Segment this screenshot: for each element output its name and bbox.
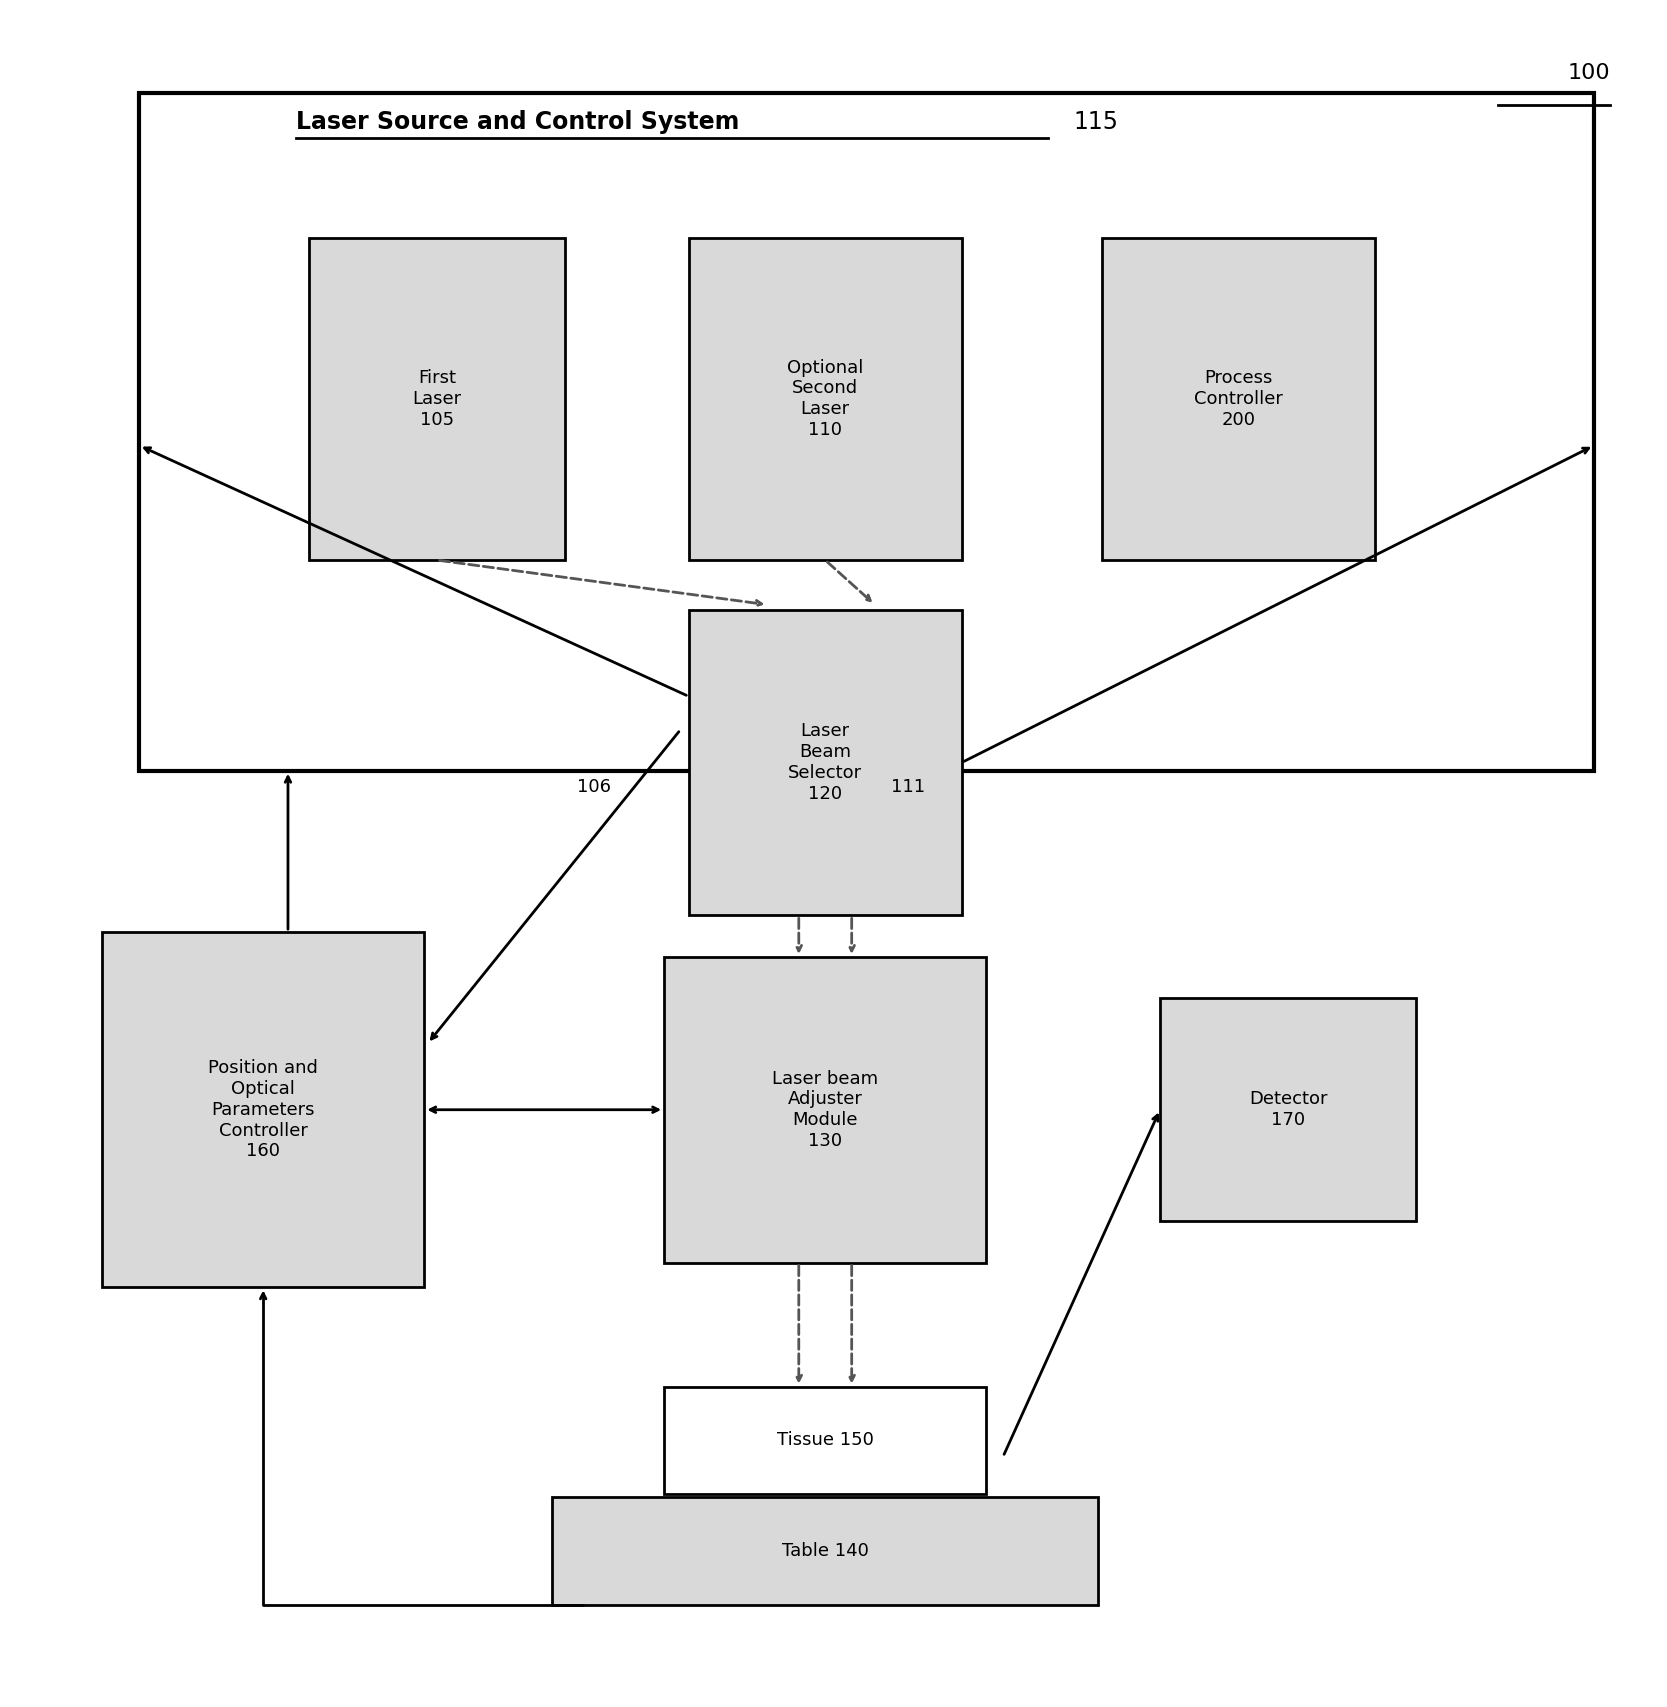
FancyBboxPatch shape [102,932,425,1287]
Text: Optional
Second
Laser
110: Optional Second Laser 110 [787,358,864,439]
FancyBboxPatch shape [138,94,1594,772]
FancyBboxPatch shape [1160,999,1417,1221]
Text: Table 140: Table 140 [782,1541,869,1560]
FancyBboxPatch shape [1102,237,1375,560]
Text: Laser beam
Adjuster
Module
130: Laser beam Adjuster Module 130 [772,1070,879,1151]
Text: Laser
Beam
Selector
120: Laser Beam Selector 120 [788,722,862,802]
Text: First
Laser
105: First Laser 105 [412,369,462,428]
Text: Laser Source and Control System: Laser Source and Control System [297,111,740,135]
FancyBboxPatch shape [663,958,987,1263]
FancyBboxPatch shape [663,1386,987,1494]
FancyBboxPatch shape [308,237,565,560]
Text: Position and
Optical
Parameters
Controller
160: Position and Optical Parameters Controll… [208,1058,318,1161]
FancyBboxPatch shape [688,609,962,915]
Text: Process
Controller
200: Process Controller 200 [1194,369,1284,428]
Text: 111: 111 [890,778,925,795]
Text: Detector
170: Detector 170 [1249,1091,1327,1128]
Text: 115: 115 [1074,111,1119,135]
FancyBboxPatch shape [552,1497,1099,1605]
FancyBboxPatch shape [688,237,962,560]
Text: 100: 100 [1569,63,1610,84]
Text: Tissue 150: Tissue 150 [777,1432,874,1449]
Text: 106: 106 [577,778,610,795]
